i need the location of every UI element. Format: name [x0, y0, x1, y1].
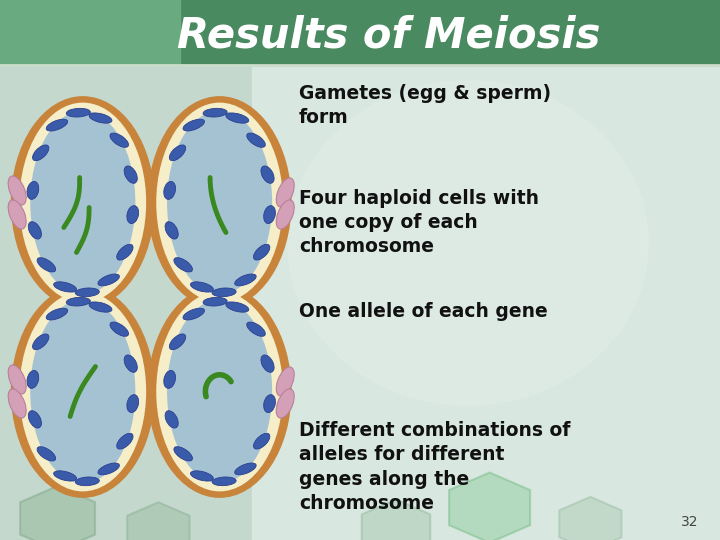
Text: One allele of each gene: One allele of each gene	[299, 302, 547, 321]
Text: 32: 32	[681, 515, 698, 529]
Ellipse shape	[226, 302, 248, 312]
Ellipse shape	[124, 166, 138, 183]
Bar	[0, 0, 720, 65]
Ellipse shape	[169, 334, 186, 350]
Ellipse shape	[32, 334, 49, 350]
Ellipse shape	[165, 222, 179, 239]
Ellipse shape	[148, 285, 292, 498]
Ellipse shape	[8, 389, 26, 418]
Ellipse shape	[8, 176, 26, 205]
Ellipse shape	[89, 302, 112, 312]
Ellipse shape	[110, 133, 128, 147]
Ellipse shape	[76, 288, 99, 296]
Ellipse shape	[276, 178, 294, 207]
Ellipse shape	[247, 133, 265, 147]
Ellipse shape	[11, 285, 155, 498]
Ellipse shape	[183, 308, 204, 320]
Ellipse shape	[89, 113, 112, 123]
Ellipse shape	[276, 367, 294, 396]
Ellipse shape	[19, 292, 146, 491]
Ellipse shape	[98, 274, 120, 286]
Ellipse shape	[27, 370, 39, 388]
Ellipse shape	[203, 298, 227, 306]
Ellipse shape	[174, 258, 192, 272]
Ellipse shape	[253, 244, 270, 260]
Ellipse shape	[167, 111, 272, 294]
Ellipse shape	[253, 433, 270, 449]
Ellipse shape	[30, 300, 135, 483]
Ellipse shape	[76, 477, 99, 485]
Ellipse shape	[37, 258, 55, 272]
Ellipse shape	[148, 96, 292, 309]
Bar	[0, 0, 180, 65]
Ellipse shape	[165, 411, 179, 428]
Ellipse shape	[212, 477, 236, 485]
Text: Different combinations of
alleles for different
genes along the
chromosome: Different combinations of alleles for di…	[299, 421, 570, 513]
Ellipse shape	[32, 145, 49, 161]
Text: Results of Meiosis: Results of Meiosis	[177, 14, 600, 56]
Ellipse shape	[156, 103, 283, 302]
Ellipse shape	[8, 365, 26, 394]
Text: Four haploid cells with
one copy of each
chromosome: Four haploid cells with one copy of each…	[299, 189, 539, 256]
Ellipse shape	[124, 355, 138, 372]
Ellipse shape	[110, 322, 128, 336]
Ellipse shape	[54, 282, 76, 292]
Polygon shape	[20, 486, 95, 540]
Ellipse shape	[169, 145, 186, 161]
Ellipse shape	[191, 282, 213, 292]
Ellipse shape	[212, 288, 236, 296]
Polygon shape	[361, 500, 431, 540]
Ellipse shape	[46, 119, 68, 131]
Ellipse shape	[163, 181, 176, 199]
Ellipse shape	[66, 298, 90, 306]
Ellipse shape	[261, 166, 274, 183]
Ellipse shape	[191, 471, 213, 481]
Ellipse shape	[235, 274, 256, 286]
Ellipse shape	[226, 113, 248, 123]
Ellipse shape	[264, 206, 276, 224]
Ellipse shape	[156, 292, 283, 491]
Ellipse shape	[66, 109, 90, 117]
Ellipse shape	[27, 181, 39, 199]
Ellipse shape	[19, 103, 146, 302]
Ellipse shape	[174, 447, 192, 461]
Ellipse shape	[261, 355, 274, 372]
Ellipse shape	[288, 81, 648, 405]
Polygon shape	[449, 472, 530, 540]
Ellipse shape	[11, 96, 155, 309]
Bar	[252, 43, 720, 540]
Ellipse shape	[235, 463, 256, 475]
Ellipse shape	[30, 111, 135, 294]
Ellipse shape	[127, 206, 139, 224]
Polygon shape	[559, 497, 621, 540]
Ellipse shape	[183, 119, 204, 131]
Ellipse shape	[28, 411, 42, 428]
Ellipse shape	[37, 447, 55, 461]
Ellipse shape	[163, 370, 176, 388]
Ellipse shape	[28, 222, 42, 239]
Ellipse shape	[203, 109, 227, 117]
Polygon shape	[127, 502, 189, 540]
Ellipse shape	[167, 300, 272, 483]
Ellipse shape	[117, 433, 133, 449]
Ellipse shape	[54, 471, 76, 481]
Ellipse shape	[276, 389, 294, 418]
Ellipse shape	[264, 395, 276, 413]
Ellipse shape	[98, 463, 120, 475]
Ellipse shape	[117, 244, 133, 260]
Ellipse shape	[8, 200, 26, 229]
Ellipse shape	[46, 308, 68, 320]
Ellipse shape	[127, 395, 139, 413]
Text: Gametes (egg & sperm)
form: Gametes (egg & sperm) form	[299, 84, 551, 127]
Ellipse shape	[276, 200, 294, 229]
Ellipse shape	[247, 322, 265, 336]
